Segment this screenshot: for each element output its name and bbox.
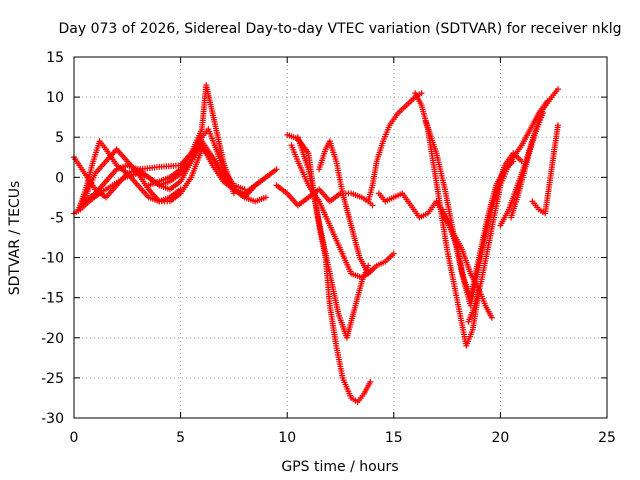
chart-title: Day 073 of 2026, Sidereal Day-to-day VTE… <box>59 21 622 37</box>
y-tick-label: 10 <box>46 90 64 106</box>
y-tick-label: -25 <box>41 371 64 387</box>
series-arc-p <box>439 150 525 309</box>
data-point <box>540 110 547 117</box>
y-tick-label: 0 <box>55 170 64 186</box>
y-tick-label: -5 <box>50 210 64 226</box>
series-arc-t <box>529 122 561 217</box>
series-arc-s <box>508 110 547 221</box>
plot-frame <box>73 56 608 419</box>
data-point <box>177 186 184 193</box>
y-tick-label: 5 <box>55 130 64 146</box>
data-point <box>369 266 376 273</box>
series-arc-r <box>497 86 561 229</box>
series-arc-g <box>273 182 376 209</box>
data-point <box>273 166 280 173</box>
data-point <box>262 194 269 201</box>
axis-ticks: -30 -25 -20 -15 -10 -5 0 5 10 15 0 5 10 15 20 25 <box>41 50 616 446</box>
data-point <box>488 314 495 321</box>
data-points <box>71 82 561 405</box>
x-tick-label: 5 <box>176 430 185 446</box>
y-tick-label: -15 <box>41 291 64 307</box>
x-tick-label: 10 <box>278 430 296 446</box>
series-arc-l <box>365 90 425 205</box>
x-tick-label: 0 <box>70 430 79 446</box>
data-point <box>418 90 425 97</box>
data-point <box>390 250 397 257</box>
y-tick-label: 15 <box>46 50 64 66</box>
y-tick-label: -20 <box>41 331 64 347</box>
y-axis-label: SDTVAR / TECUs <box>7 181 23 296</box>
x-axis-label: GPS time / hours <box>281 459 398 475</box>
data-point <box>554 122 561 129</box>
y-tick-label: -30 <box>41 411 64 427</box>
data-point <box>369 202 376 209</box>
series-arc-k <box>288 142 376 281</box>
x-tick-label: 25 <box>598 430 616 446</box>
data-point <box>367 378 374 385</box>
x-tick-label: 15 <box>385 430 403 446</box>
series-arc-d <box>77 138 184 209</box>
grid <box>74 57 607 418</box>
data-point <box>554 86 561 93</box>
series-arc-f <box>145 138 269 205</box>
x-tick-label: 20 <box>491 430 509 446</box>
series-arc-q <box>465 98 551 325</box>
y-tick-label: -10 <box>41 251 64 267</box>
